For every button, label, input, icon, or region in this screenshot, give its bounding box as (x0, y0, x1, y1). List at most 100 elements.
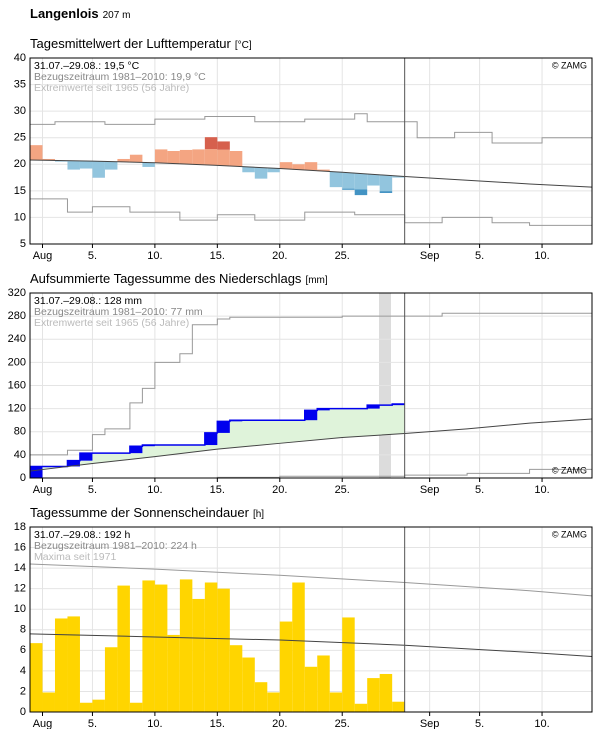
x-tick-label: 10. (534, 250, 549, 262)
bar (392, 701, 405, 712)
cumulative-line (30, 403, 405, 468)
bar (142, 580, 155, 712)
y-tick-label: 0 (20, 706, 26, 718)
anomaly-bar (367, 174, 380, 186)
annotation: Bezugszeitraum 1981–2010: 224 h (34, 540, 197, 552)
title-unit: [°C] (235, 40, 252, 51)
annotation: 31.07.–29.08.: 192 h (34, 529, 130, 541)
annotation: 31.07.–29.08.: 19,5 °C (34, 60, 140, 72)
anomaly-bar (292, 164, 305, 170)
x-tick-label: 5. (88, 718, 97, 729)
y-tick-label: 20 (14, 158, 26, 170)
reference-line (29, 159, 593, 188)
bar (292, 582, 305, 712)
anomaly-bar (104, 161, 118, 170)
daily-increment (217, 421, 230, 433)
x-tick-label: Aug (33, 250, 53, 262)
source: © ZAMG (552, 529, 587, 539)
daily-increment (79, 453, 93, 461)
anomaly-bar-strong (354, 189, 368, 196)
x-tick-label: Sep (420, 718, 440, 729)
anomaly-bar (392, 176, 405, 178)
bar (179, 579, 193, 712)
header-title: Langenlois (30, 6, 99, 21)
anomaly-bar (279, 162, 293, 169)
daily-increment (129, 446, 143, 454)
x-tick-label: Sep (420, 484, 440, 496)
bar (367, 678, 380, 712)
bar (217, 588, 230, 712)
x-tick-label: 5. (88, 250, 97, 262)
source: © ZAMG (552, 465, 587, 475)
anomaly-bar (267, 168, 280, 173)
anomaly-bar-strong (204, 137, 218, 150)
anomaly-bar (192, 149, 205, 165)
daily-increment (30, 466, 43, 478)
anomaly-bar (342, 172, 355, 189)
x-tick-label: 20. (272, 250, 287, 262)
anomaly-bar (354, 173, 368, 190)
y-tick-label: 30 (14, 105, 26, 117)
y-tick-label: 40 (14, 52, 26, 64)
daily-increment (304, 410, 318, 421)
bar (154, 584, 168, 712)
chart: Tagesmittelwert der Lufttemperatur [°C] 5 1… (14, 36, 593, 262)
extreme-line (30, 468, 592, 479)
anomaly-bar (79, 160, 93, 169)
bar (204, 582, 218, 712)
daily-increment (204, 432, 218, 446)
y-tick-label: 160 (8, 379, 26, 391)
x-tick-label: 15. (210, 484, 225, 496)
x-tick-label: 25. (335, 484, 350, 496)
bar (54, 618, 68, 712)
annotation: 31.07.–29.08.: 128 mm (34, 295, 142, 307)
x-tick-label: 25. (335, 250, 350, 262)
bar (242, 657, 255, 712)
y-tick-label: 25 (14, 132, 26, 144)
x-tick-label: Sep (420, 250, 440, 262)
x-tick-label: Aug (33, 718, 53, 729)
y-tick-label: 120 (8, 403, 26, 415)
reference-line (29, 418, 593, 472)
x-tick-label: 10. (534, 718, 549, 729)
x-tick-label: 10. (147, 484, 162, 496)
anomaly-bar (379, 175, 393, 192)
y-tick-label: 80 (14, 426, 26, 438)
chart: Tagessumme der Sonnenscheindauer [h] 0 2 4 6 8… (14, 505, 593, 729)
anomaly-bar (129, 154, 143, 163)
title-text: Tagesmittelwert der Lufttemperatur (30, 36, 232, 51)
anomaly-bar-strong (379, 191, 393, 193)
x-tick-label: 10. (147, 250, 162, 262)
bar (42, 692, 55, 712)
extreme-line (30, 312, 592, 456)
annotation: Extremwerte seit 1965 (56 Jahre) (34, 82, 189, 94)
x-tick-label: 15. (210, 718, 225, 729)
source: © ZAMG (552, 60, 587, 70)
x-tick-label: 20. (272, 484, 287, 496)
bar (279, 621, 293, 712)
chart-title: Tagessumme der Sonnenscheindauer [h] (30, 505, 264, 520)
daily-increment (317, 408, 330, 411)
x-tick-label: 10. (534, 484, 549, 496)
anomaly-bar (204, 149, 218, 166)
y-tick-label: 15 (14, 185, 26, 197)
x-tick-label: 5. (475, 718, 484, 729)
anomaly-bar (154, 149, 168, 163)
x-tick-label: 20. (272, 718, 287, 729)
anomaly-bar (217, 149, 230, 166)
annotation: Bezugszeitraum 1981–2010: 77 mm (34, 306, 203, 318)
anomaly-bar (229, 151, 243, 167)
y-tick-label: 8 (20, 624, 26, 636)
x-tick-label: 5. (475, 484, 484, 496)
x-tick-label: 25. (335, 718, 350, 729)
anomaly-bar (42, 158, 55, 161)
bar (379, 673, 393, 712)
y-tick-label: 18 (14, 521, 26, 533)
y-tick-label: 12 (14, 583, 26, 595)
header-subtitle: 207 m (103, 10, 131, 21)
anomaly-bar (242, 166, 255, 173)
chart: Aufsummierte Tagessumme des Niederschlag… (8, 271, 593, 496)
y-tick-label: 5 (20, 238, 26, 250)
anomaly-bar (167, 151, 180, 164)
